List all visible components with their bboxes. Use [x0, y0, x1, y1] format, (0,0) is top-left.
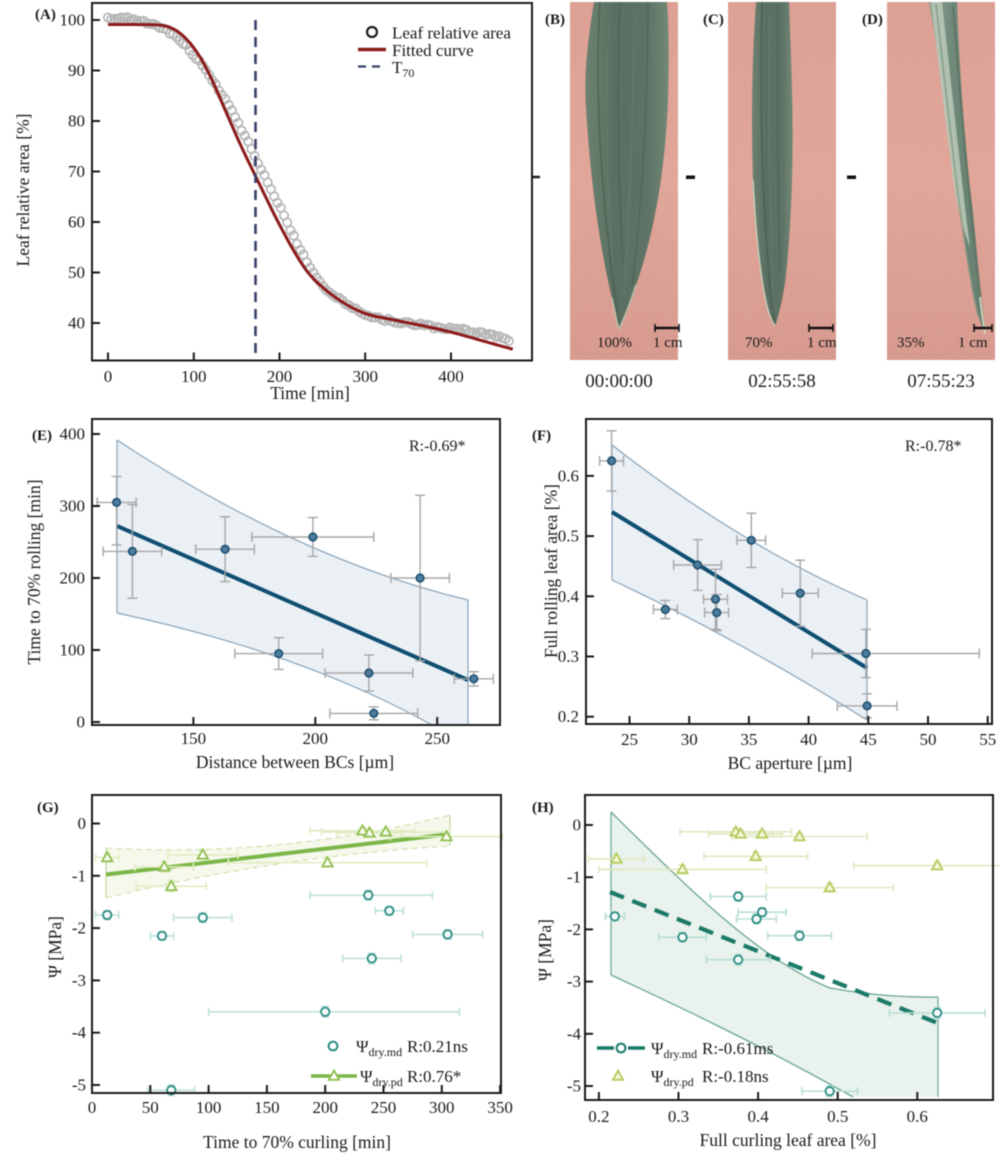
svg-text:R:0.21ns: R:0.21ns: [407, 1037, 468, 1056]
svg-text:(A): (A): [35, 7, 56, 23]
svg-text:Ψdry.pd: Ψdry.pd: [360, 1067, 403, 1089]
svg-text:Time [min]: Time [min]: [270, 383, 350, 403]
svg-text:70%: 70%: [745, 335, 773, 351]
svg-text:00:00:00: 00:00:00: [585, 371, 653, 392]
svg-text:R:-0.18ns: R:-0.18ns: [702, 1067, 769, 1086]
svg-text:-2: -2: [72, 919, 86, 938]
svg-text:0.2: 0.2: [588, 1107, 609, 1126]
svg-text:Leaf relative area [%]: Leaf relative area [%]: [13, 113, 33, 266]
svg-text:0.3: 0.3: [558, 647, 579, 666]
svg-text:200: 200: [312, 1098, 338, 1117]
svg-text:(F): (F): [532, 428, 551, 444]
svg-text:0.6: 0.6: [907, 1107, 928, 1126]
svg-text:-3: -3: [567, 972, 581, 991]
svg-text:-1: -1: [567, 868, 581, 887]
svg-text:0.3: 0.3: [668, 1107, 689, 1126]
svg-text:0.6: 0.6: [558, 466, 579, 485]
svg-text:30: 30: [681, 730, 698, 749]
svg-text:45: 45: [860, 730, 877, 749]
svg-text:0.5: 0.5: [558, 527, 579, 546]
svg-text:250: 250: [424, 729, 450, 748]
svg-text:100: 100: [196, 1098, 222, 1117]
svg-text:0.4: 0.4: [747, 1107, 769, 1126]
svg-text:(C): (C): [703, 12, 724, 28]
svg-text:250: 250: [371, 1098, 397, 1117]
svg-text:80: 80: [68, 112, 85, 131]
svg-text:90: 90: [68, 61, 85, 80]
svg-text:-4: -4: [72, 1023, 87, 1042]
svg-text:300: 300: [60, 497, 86, 516]
svg-text:(D): (D): [862, 12, 883, 28]
svg-text:0.4: 0.4: [558, 587, 580, 606]
svg-text:50: 50: [142, 1098, 159, 1117]
svg-text:Ψdry.md: Ψdry.md: [356, 1037, 402, 1059]
svg-text:Ψdry.md: Ψdry.md: [651, 1039, 697, 1061]
svg-text:-1: -1: [72, 866, 86, 885]
svg-text:350: 350: [487, 1098, 513, 1117]
svg-text:400: 400: [438, 367, 464, 386]
svg-text:400: 400: [60, 425, 86, 444]
svg-text:Time to 70% rolling [min]: Time to 70% rolling [min]: [24, 479, 44, 664]
svg-text:Time to 70% curling [min]: Time to 70% curling [min]: [203, 1132, 391, 1152]
svg-text:0.5: 0.5: [827, 1107, 848, 1126]
svg-text:100%: 100%: [597, 335, 632, 351]
svg-text:R:-0.61ms: R:-0.61ms: [702, 1039, 773, 1058]
svg-text:Full curling leaf area [%]: Full curling leaf area [%]: [700, 1130, 877, 1150]
svg-text:40: 40: [800, 730, 817, 749]
svg-text:200: 200: [60, 569, 86, 588]
svg-text:100: 100: [60, 11, 86, 30]
svg-text:(H): (H): [532, 800, 554, 816]
svg-text:-2: -2: [567, 920, 581, 939]
svg-text:Fitted curve: Fitted curve: [392, 41, 474, 60]
svg-text:Ψ [MPa]: Ψ [MPa]: [535, 919, 555, 981]
svg-text:BC aperture [µm]: BC aperture [µm]: [728, 753, 853, 773]
svg-text:0: 0: [78, 814, 87, 833]
svg-text:0: 0: [573, 816, 582, 835]
svg-text:200: 200: [303, 729, 329, 748]
svg-text:200: 200: [267, 367, 293, 386]
svg-text:Leaf relative area: Leaf relative area: [392, 24, 511, 43]
svg-text:55: 55: [979, 730, 996, 749]
svg-text:Ψ [MPa]: Ψ [MPa]: [45, 916, 65, 978]
svg-text:35: 35: [740, 730, 757, 749]
svg-text:40: 40: [68, 314, 85, 333]
svg-text:70: 70: [68, 162, 85, 181]
svg-text:-5: -5: [567, 1077, 581, 1096]
svg-text:Full rolling leaf area [%]: Full rolling leaf area [%]: [541, 484, 561, 658]
svg-text:50: 50: [920, 730, 937, 749]
svg-text:R:0.76*: R:0.76*: [407, 1067, 461, 1086]
svg-text:0: 0: [88, 1098, 97, 1117]
svg-text:R:-0.69*: R:-0.69*: [409, 438, 465, 455]
svg-text:(B): (B): [545, 12, 565, 28]
svg-text:0: 0: [104, 367, 113, 386]
svg-text:-5: -5: [72, 1076, 86, 1095]
svg-text:1 cm: 1 cm: [958, 335, 988, 351]
svg-text:1 cm: 1 cm: [807, 335, 837, 351]
svg-text:07:55:23: 07:55:23: [907, 371, 975, 392]
svg-text:(E): (E): [32, 428, 52, 444]
svg-text:150: 150: [181, 729, 207, 748]
svg-text:1 cm: 1 cm: [653, 335, 683, 351]
svg-text:02:55:58: 02:55:58: [748, 371, 816, 392]
svg-text:35%: 35%: [897, 335, 925, 351]
svg-text:T70: T70: [392, 58, 414, 80]
svg-text:Ψdry.pd: Ψdry.pd: [651, 1067, 694, 1089]
svg-text:150: 150: [254, 1098, 280, 1117]
svg-text:100: 100: [181, 367, 207, 386]
svg-text:300: 300: [352, 367, 378, 386]
svg-text:0.2: 0.2: [558, 707, 579, 726]
svg-text:25: 25: [621, 730, 638, 749]
svg-text:Distance between BCs [µm]: Distance between BCs [µm]: [196, 752, 394, 772]
svg-text:300: 300: [429, 1098, 455, 1117]
svg-text:100: 100: [60, 641, 86, 660]
svg-text:50: 50: [68, 263, 85, 282]
svg-text:-4: -4: [567, 1024, 582, 1043]
svg-text:60: 60: [68, 213, 85, 232]
svg-text:0: 0: [77, 713, 86, 732]
svg-text:R:-0.78*: R:-0.78*: [905, 438, 961, 455]
svg-text:-3: -3: [72, 971, 86, 990]
svg-text:(G): (G): [37, 800, 59, 816]
